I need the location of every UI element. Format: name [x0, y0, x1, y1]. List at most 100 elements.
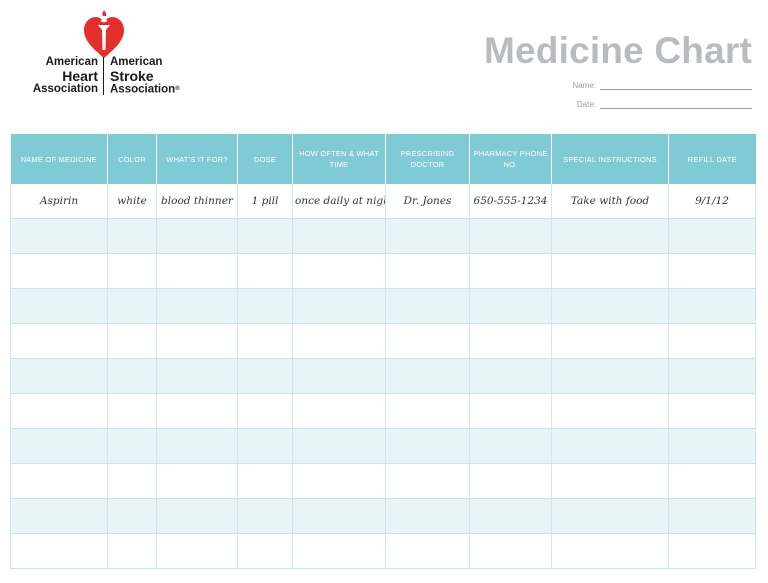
table-cell[interactable] — [107, 463, 157, 499]
table-cell[interactable] — [237, 393, 293, 429]
table-cell[interactable] — [10, 393, 108, 429]
table-cell[interactable] — [237, 428, 293, 464]
table-cell[interactable] — [668, 428, 756, 464]
table-cell[interactable]: 1 pill — [237, 184, 293, 219]
table-cell[interactable] — [292, 358, 386, 394]
table-cell[interactable] — [156, 218, 238, 254]
table-cell[interactable]: 650-555-1234 — [469, 184, 552, 219]
table-cell[interactable] — [551, 498, 669, 534]
table-cell[interactable] — [551, 323, 669, 359]
table-cell[interactable] — [10, 323, 108, 359]
table-cell[interactable] — [292, 463, 386, 499]
table-cell[interactable] — [668, 218, 756, 254]
table-cell[interactable] — [10, 218, 108, 254]
table-cell[interactable] — [551, 288, 669, 324]
table-cell[interactable] — [292, 218, 386, 254]
table-cell[interactable] — [107, 533, 157, 569]
table-cell[interactable] — [156, 323, 238, 359]
table-cell[interactable] — [551, 428, 669, 464]
name-field[interactable]: Name: — [572, 81, 752, 90]
table-cell[interactable]: Dr. Jones — [385, 184, 470, 219]
table-cell[interactable] — [385, 288, 470, 324]
table-cell[interactable] — [237, 533, 293, 569]
table-cell[interactable] — [385, 253, 470, 289]
table-cell[interactable] — [156, 393, 238, 429]
date-field[interactable]: Date: — [577, 100, 752, 109]
table-cell[interactable] — [469, 323, 552, 359]
name-input-line[interactable] — [600, 81, 752, 90]
table-cell[interactable] — [292, 533, 386, 569]
table-cell[interactable] — [107, 393, 157, 429]
table-cell[interactable] — [469, 428, 552, 464]
table-cell[interactable] — [156, 253, 238, 289]
table-cell[interactable] — [551, 463, 669, 499]
table-cell[interactable]: blood thinner — [156, 184, 238, 219]
table-cell[interactable]: white — [107, 184, 157, 219]
table-cell[interactable] — [10, 288, 108, 324]
table-cell[interactable] — [668, 358, 756, 394]
table-cell[interactable] — [385, 323, 470, 359]
table-cell[interactable] — [107, 498, 157, 534]
table-cell[interactable] — [107, 253, 157, 289]
table-cell[interactable] — [292, 428, 386, 464]
table-cell[interactable] — [551, 358, 669, 394]
table-cell[interactable] — [292, 323, 386, 359]
table-cell[interactable] — [107, 218, 157, 254]
table-cell[interactable] — [292, 253, 386, 289]
table-cell[interactable] — [668, 323, 756, 359]
table-cell[interactable] — [237, 253, 293, 289]
table-cell[interactable]: once daily at night — [292, 184, 386, 219]
table-cell[interactable]: Aspirin — [10, 184, 108, 219]
table-cell[interactable]: Take with food — [551, 184, 669, 219]
table-cell[interactable] — [469, 218, 552, 254]
table-cell[interactable] — [156, 498, 238, 534]
table-cell[interactable] — [469, 358, 552, 394]
table-cell[interactable] — [385, 533, 470, 569]
table-cell[interactable] — [668, 393, 756, 429]
table-cell[interactable] — [156, 288, 238, 324]
table-cell[interactable] — [385, 218, 470, 254]
table-cell[interactable] — [385, 498, 470, 534]
table-cell[interactable] — [292, 498, 386, 534]
table-cell[interactable] — [10, 428, 108, 464]
table-cell[interactable] — [668, 533, 756, 569]
table-cell[interactable] — [469, 288, 552, 324]
table-cell[interactable] — [469, 463, 552, 499]
table-cell[interactable] — [10, 533, 108, 569]
table-cell[interactable] — [107, 323, 157, 359]
date-input-line[interactable] — [600, 100, 752, 109]
table-cell[interactable] — [156, 358, 238, 394]
table-cell[interactable] — [10, 463, 108, 499]
table-cell[interactable] — [469, 498, 552, 534]
table-cell[interactable]: 9/1/12 — [668, 184, 756, 219]
table-cell[interactable] — [156, 428, 238, 464]
table-cell[interactable] — [107, 288, 157, 324]
table-cell[interactable] — [237, 288, 293, 324]
table-cell[interactable] — [668, 288, 756, 324]
table-cell[interactable] — [385, 463, 470, 499]
table-cell[interactable] — [469, 533, 552, 569]
table-cell[interactable] — [292, 288, 386, 324]
table-cell[interactable] — [668, 253, 756, 289]
table-cell[interactable] — [156, 463, 238, 499]
table-cell[interactable] — [551, 253, 669, 289]
table-cell[interactable] — [107, 428, 157, 464]
table-cell[interactable] — [107, 358, 157, 394]
table-cell[interactable] — [469, 393, 552, 429]
table-cell[interactable] — [156, 533, 238, 569]
table-cell[interactable] — [10, 498, 108, 534]
table-cell[interactable] — [10, 358, 108, 394]
table-cell[interactable] — [551, 393, 669, 429]
table-cell[interactable] — [237, 323, 293, 359]
table-cell[interactable] — [385, 358, 470, 394]
table-cell[interactable] — [668, 463, 756, 499]
table-cell[interactable] — [385, 428, 470, 464]
table-cell[interactable] — [237, 358, 293, 394]
table-cell[interactable] — [551, 533, 669, 569]
table-cell[interactable] — [469, 253, 552, 289]
table-cell[interactable] — [237, 463, 293, 499]
table-cell[interactable] — [551, 218, 669, 254]
table-cell[interactable] — [668, 498, 756, 534]
table-cell[interactable] — [292, 393, 386, 429]
table-cell[interactable] — [237, 498, 293, 534]
